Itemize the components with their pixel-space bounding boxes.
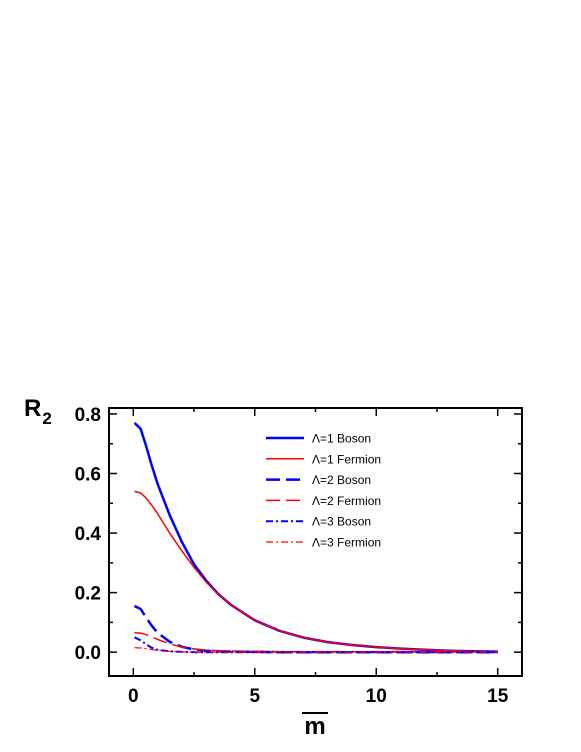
tick-labels: 0 5 10 15 0.0 0.2 0.4 0.6 0.8 [75, 405, 509, 707]
legend-label: Λ=2 Fermion [312, 494, 381, 508]
y-axis-title-subscript: 2 [42, 409, 51, 428]
y-axis-title: R2 [24, 395, 52, 428]
y-tick-label: 0.0 [75, 643, 101, 664]
y-tick-label: 0.8 [75, 405, 101, 426]
series-line [134, 647, 498, 653]
y-tick-label: 0.4 [75, 524, 102, 545]
legend-label: Λ=2 Boson [312, 473, 371, 487]
legend: Λ=1 Boson Λ=1 Fermion Λ=2 Boson Λ=2 Fermion… [266, 432, 381, 550]
series-line [134, 490, 498, 653]
legend-label: Λ=1 Boson [312, 432, 371, 446]
x-axis-title: m [304, 713, 325, 740]
axis-ticks [109, 408, 522, 676]
y-tick-label: 0.2 [75, 584, 101, 605]
x-tick-label: 5 [249, 686, 260, 707]
series-line [133, 604, 498, 654]
legend-label: Λ=3 Boson [312, 515, 371, 529]
legend-label: Λ=1 Fermion [312, 452, 381, 466]
y-tick-label: 0.6 [75, 465, 101, 486]
x-tick-label: 10 [366, 686, 387, 707]
x-tick-label: 15 [487, 686, 509, 707]
legend-label: Λ=3 Fermion [312, 536, 381, 550]
series-lines [133, 422, 498, 654]
x-tick-label: 0 [128, 686, 139, 707]
